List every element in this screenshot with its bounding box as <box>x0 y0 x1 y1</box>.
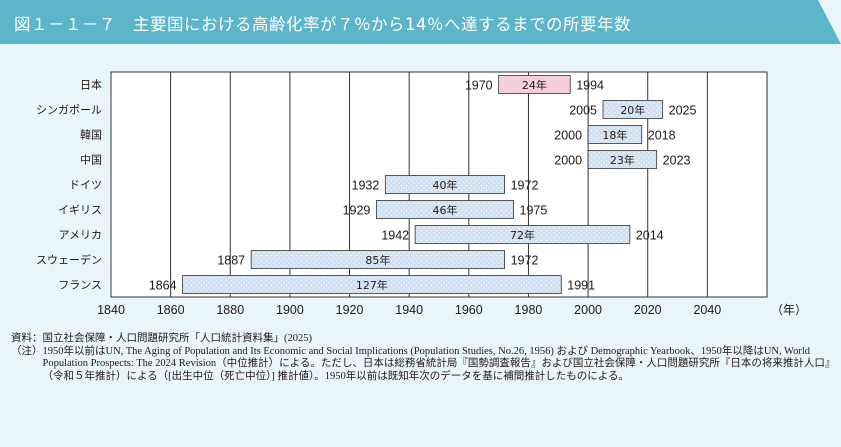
duration-label: 24年 <box>522 78 547 92</box>
title-bar-shape <box>0 0 841 44</box>
x-tick-label: 1920 <box>336 303 364 317</box>
footnote-body: 1950年以前はUN, The Aging of Population and … <box>42 345 831 382</box>
country-label: フランス <box>58 279 102 292</box>
x-tick-label: 1940 <box>395 303 423 317</box>
start-year-label: 2000 <box>554 154 582 168</box>
duration-bar <box>498 75 571 94</box>
x-tick-label: 2020 <box>634 303 662 317</box>
duration-label: 20年 <box>620 103 645 117</box>
duration-bar <box>414 225 631 244</box>
x-tick-label: 1960 <box>455 303 483 317</box>
x-tick-label: 2000 <box>574 303 602 317</box>
x-tick-label: 2040 <box>693 303 721 317</box>
country-label: 中国 <box>80 154 102 167</box>
country-label: スウェーデン <box>36 253 102 267</box>
footnote: （注） 1950年以前はUN, The Aging of Population … <box>11 346 831 384</box>
end-year-label: 1994 <box>576 79 604 93</box>
x-tick-label: 1980 <box>515 303 543 317</box>
duration-label: 72年 <box>510 228 535 242</box>
end-year-label: 2025 <box>669 104 697 118</box>
notes: 資料：国立社会保障・人口問題研究所「人口統計資料集」(2025) （注） 195… <box>11 333 831 383</box>
duration-bar <box>602 100 664 119</box>
figure-title: 図１－１－７ 主要国における高齢化率が７％から14％へ達するまでの所要年数 <box>14 15 631 34</box>
footnote-head: （注） <box>11 345 43 357</box>
duration-label: 23年 <box>610 153 635 167</box>
start-year-label: 1864 <box>149 279 177 293</box>
duration-bar <box>384 175 505 194</box>
duration-bar <box>587 150 658 169</box>
x-tick-label: 1840 <box>97 303 125 317</box>
duration-bar <box>250 250 506 269</box>
start-year-label: 2005 <box>569 104 597 118</box>
chart: 1840 1860 1880 1900 1920 1940 1960 1980 2000 2020… <box>36 71 807 317</box>
country-label: アメリカ <box>59 229 102 242</box>
start-year-label: 1932 <box>352 179 380 193</box>
duration-label: 127年 <box>356 278 388 292</box>
x-tick-label: 1860 <box>157 303 185 317</box>
start-year-label: 1929 <box>343 204 371 218</box>
duration-label: 85年 <box>365 253 390 267</box>
country-label: シンガポール <box>36 104 102 117</box>
duration-bar <box>587 125 643 144</box>
end-year-label: 1972 <box>511 254 539 268</box>
duration-bar <box>182 275 562 294</box>
x-unit-label: （年） <box>771 303 807 317</box>
title-bar: 図１－１－７ 主要国における高齢化率が７％から14％へ達するまでの所要年数 <box>0 0 841 44</box>
end-year-label: 1991 <box>567 279 595 293</box>
duration-bar <box>375 200 514 219</box>
duration-label: 18年 <box>602 128 627 142</box>
start-year-label: 1970 <box>465 79 493 93</box>
country-label: 日本 <box>80 78 102 92</box>
country-label: イギリス <box>58 204 102 217</box>
end-year-label: 1975 <box>520 204 548 218</box>
start-year-label: 1887 <box>217 254 245 268</box>
end-year-label: 2014 <box>636 229 664 243</box>
end-year-label: 2018 <box>648 129 676 143</box>
country-label: 韓国 <box>80 129 102 142</box>
duration-label: 40年 <box>432 178 457 192</box>
end-year-label: 2023 <box>663 154 691 168</box>
duration-label: 46年 <box>432 203 457 217</box>
start-year-label: 2000 <box>554 129 582 143</box>
end-year-label: 1972 <box>511 179 539 193</box>
source-note: 資料：国立社会保障・人口問題研究所「人口統計資料集」(2025) <box>11 333 312 344</box>
x-tick-label: 1880 <box>216 303 244 317</box>
country-label: ドイツ <box>69 179 102 192</box>
start-year-label: 1942 <box>381 229 409 243</box>
x-tick-label: 1900 <box>276 303 304 317</box>
